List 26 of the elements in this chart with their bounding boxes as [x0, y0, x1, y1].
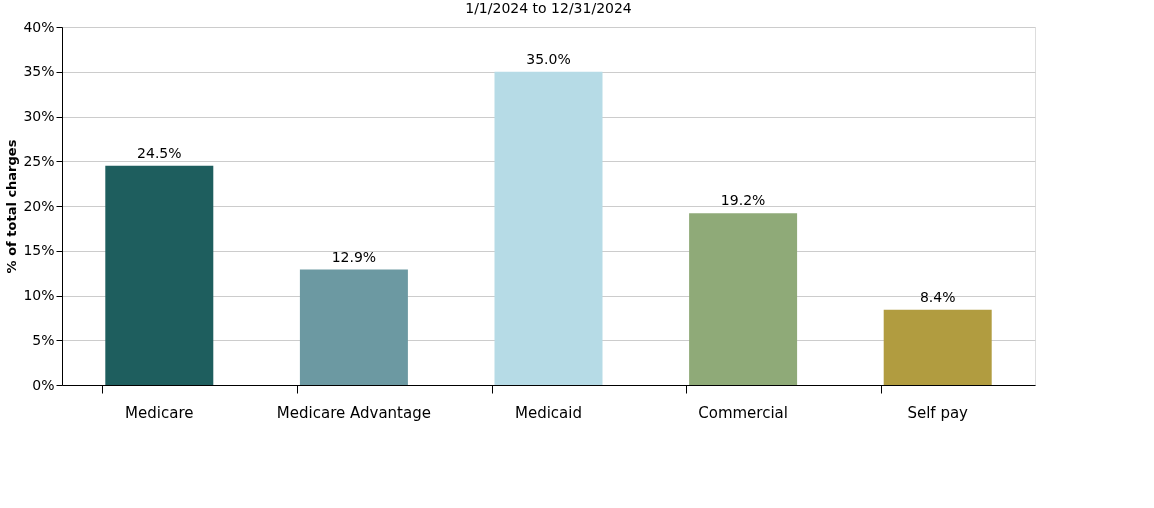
data-label: 24.5%: [137, 144, 182, 161]
y-tick-label: 25%: [23, 152, 55, 169]
y-tick-label: 20%: [23, 197, 55, 214]
bar: [299, 269, 408, 385]
x-tick-label: Medicare: [125, 403, 194, 422]
bar: [689, 213, 798, 385]
x-tick-label: Medicaid: [515, 403, 582, 422]
y-tick-label: 35%: [23, 63, 55, 80]
bar: [105, 165, 214, 385]
chart-title: 1/1/2024 to 12/31/2024: [465, 0, 632, 16]
bar: [494, 71, 603, 385]
data-label: 8.4%: [919, 288, 956, 305]
x-tick-label: Self pay: [907, 403, 969, 422]
bar: [883, 309, 992, 385]
y-tick-label: 30%: [23, 108, 55, 124]
x-tick-label: Medicare Advantage: [276, 403, 431, 422]
data-label: 12.9%: [331, 248, 377, 265]
y-tick-label: 0%: [32, 376, 55, 393]
y-axis-title: % of total charges: [4, 139, 20, 274]
y-tick-label: 10%: [23, 287, 55, 303]
y-tick-label: 15%: [23, 242, 55, 259]
y-tick-label: 40%: [23, 18, 55, 35]
x-tick-label: Commercial: [698, 403, 788, 422]
data-label: 19.2%: [720, 192, 766, 209]
data-label: 35.0%: [526, 50, 571, 67]
y-tick-label: 5%: [32, 331, 55, 348]
